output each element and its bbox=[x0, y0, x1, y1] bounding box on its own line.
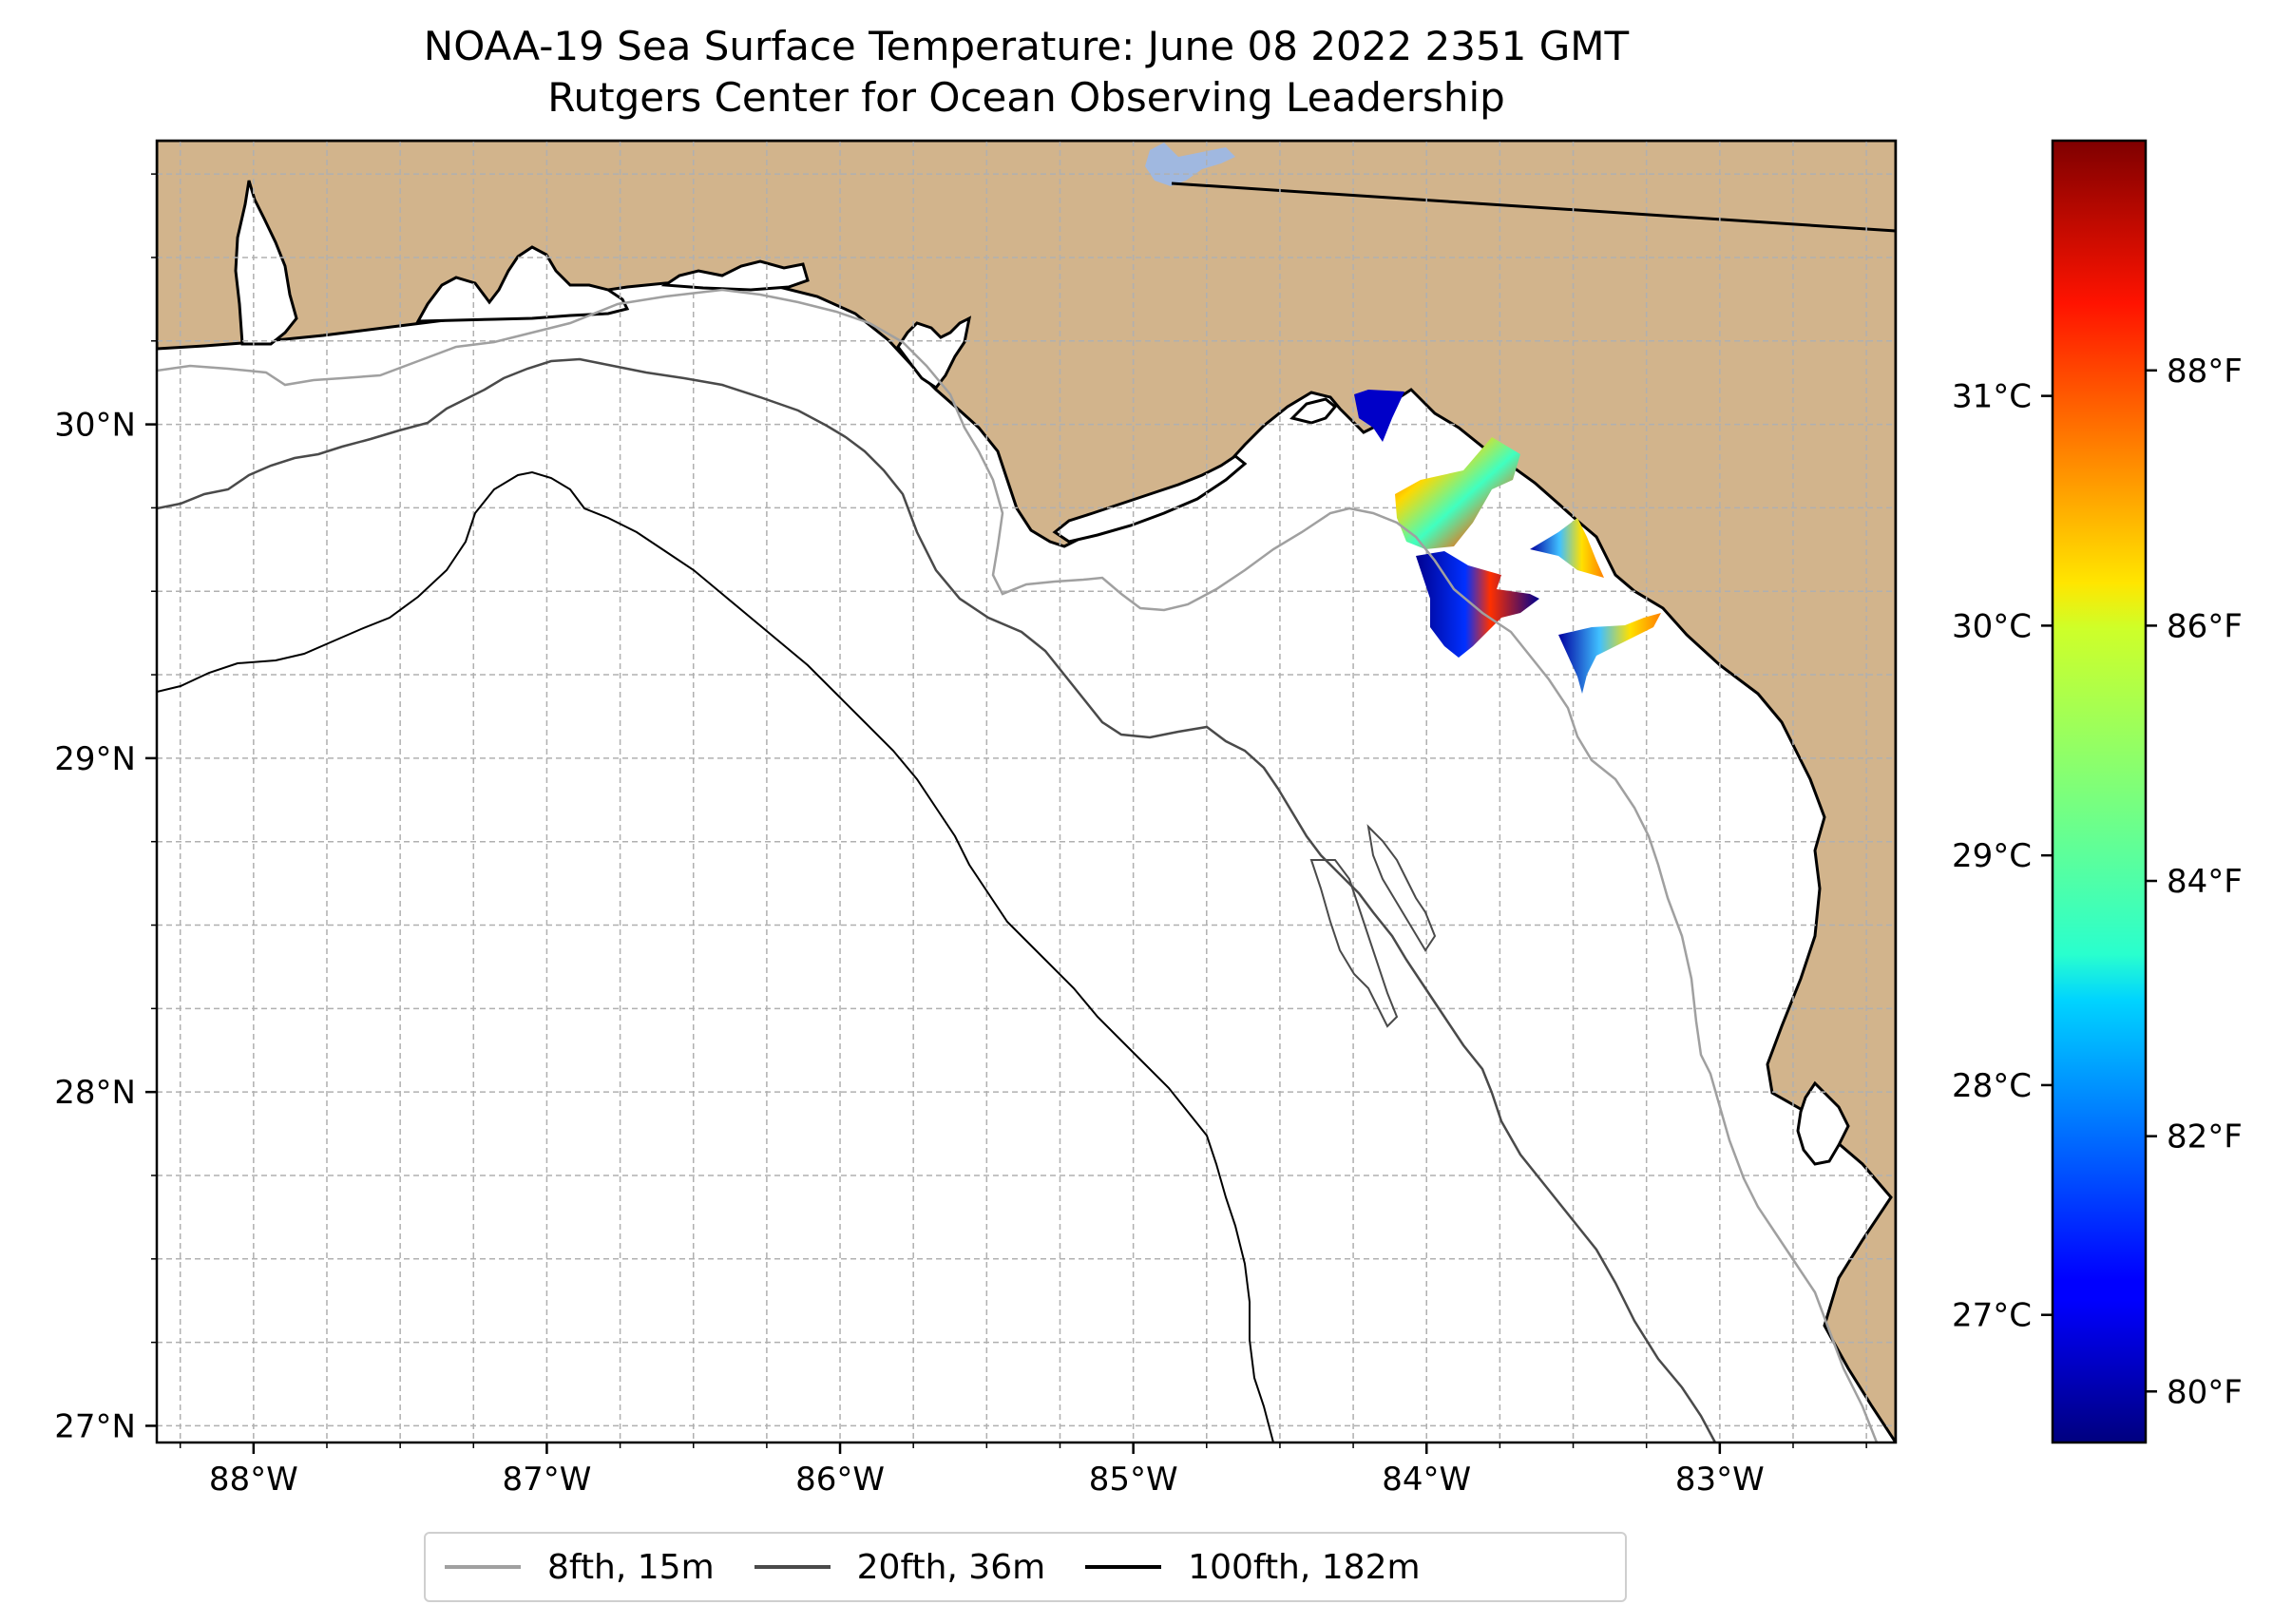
colorbar bbox=[2051, 139, 2148, 1444]
choctawhatchee-bay bbox=[660, 259, 810, 292]
fahrenheit-tick-label: 84°F bbox=[2167, 863, 2243, 901]
lon-tick-label: 85°W bbox=[1089, 1461, 1178, 1499]
legend-line-100fth bbox=[1085, 1565, 1162, 1569]
chart-subtitle: Rutgers Center for Ocean Observing Leade… bbox=[547, 74, 1505, 121]
axis-ticks: 88°W 87°W 86°W 85°W 84°W 83°W 27°N 28°N 29°N 30°N bbox=[54, 173, 1867, 1499]
sst-patch-2 bbox=[1395, 437, 1520, 549]
map-area bbox=[157, 141, 1896, 1442]
celsius-tick-label: 29°C bbox=[1952, 837, 2032, 875]
legend-item-100fth: 100fth, 182m bbox=[1085, 1547, 1421, 1587]
colorbar-ticks: 80°F 82°F 84°F 86°F 88°F 27°C 28°C 29°C 30°C 31°C bbox=[1952, 353, 2243, 1412]
legend-line-20fth bbox=[754, 1565, 831, 1569]
lat-tick-label: 29°N bbox=[54, 740, 136, 778]
sst-patch-4 bbox=[1530, 518, 1604, 578]
st-andrew-bay bbox=[896, 315, 972, 391]
lake bbox=[1145, 143, 1235, 186]
isobath-20fth-islands bbox=[1309, 824, 1437, 1028]
legend-line-8fth bbox=[445, 1565, 521, 1569]
fahrenheit-tick-label: 88°F bbox=[2167, 353, 2243, 391]
celsius-tick-label: 27°C bbox=[1952, 1297, 2032, 1335]
sst-patch-5 bbox=[1558, 613, 1661, 694]
isobath-legend: 8fth, 15m 20fth, 36m 100fth, 182m bbox=[424, 1532, 1627, 1602]
fahrenheit-tick-label: 86°F bbox=[2167, 607, 2243, 645]
legend-label-20fth: 20fth, 36m bbox=[856, 1547, 1046, 1587]
map-frame bbox=[155, 139, 1898, 1444]
lon-tick-label: 88°W bbox=[209, 1461, 298, 1499]
graticule bbox=[157, 141, 1896, 1442]
fahrenheit-tick-label: 80°F bbox=[2167, 1373, 2243, 1411]
isobath-8fth bbox=[157, 288, 1879, 1442]
legend-label-100fth: 100fth, 182m bbox=[1188, 1547, 1421, 1587]
lat-tick-label: 30°N bbox=[54, 407, 136, 445]
mobile-bay bbox=[234, 180, 298, 346]
lat-tick-label: 28°N bbox=[54, 1074, 136, 1112]
legend-item-20fth: 20fth, 36m bbox=[754, 1547, 1046, 1587]
lon-tick-label: 84°W bbox=[1382, 1461, 1471, 1499]
fahrenheit-tick-label: 82°F bbox=[2167, 1118, 2243, 1156]
isobath-100fth bbox=[157, 470, 1274, 1442]
celsius-tick-label: 28°C bbox=[1952, 1067, 2032, 1105]
isobath-20fth bbox=[157, 357, 1717, 1442]
lon-tick-label: 86°W bbox=[795, 1461, 885, 1499]
celsius-tick-label: 30°C bbox=[1952, 607, 2032, 645]
pensacola-bay bbox=[415, 245, 630, 323]
chart-title: NOAA-19 Sea Surface Temperature: June 08… bbox=[423, 23, 1630, 69]
sst-patch-1 bbox=[1354, 390, 1404, 442]
celsius-tick-label: 31°C bbox=[1952, 378, 2032, 416]
apalachicola-bay bbox=[1052, 454, 1248, 544]
apalachee-bay bbox=[1289, 397, 1338, 425]
legend-item-8fth: 8fth, 15m bbox=[445, 1548, 715, 1587]
tampa-bay bbox=[1796, 1080, 1850, 1166]
legend-label-8fth: 8fth, 15m bbox=[547, 1547, 715, 1587]
lon-tick-label: 83°W bbox=[1675, 1461, 1765, 1499]
lon-tick-label: 87°W bbox=[502, 1461, 591, 1499]
state-boundary bbox=[1171, 182, 1896, 233]
lat-tick-label: 27°N bbox=[54, 1407, 136, 1445]
